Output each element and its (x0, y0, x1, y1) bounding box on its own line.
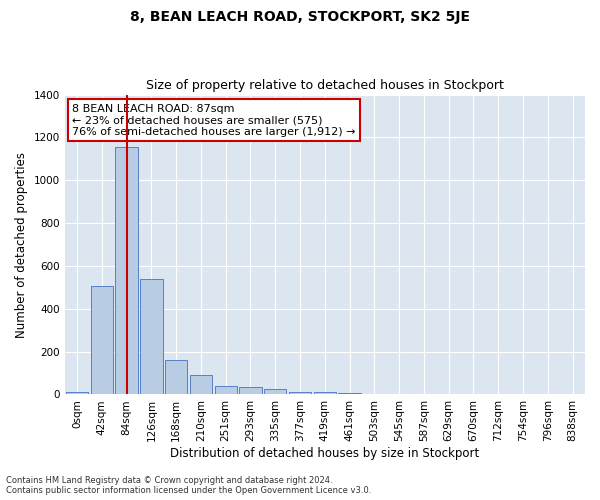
Bar (91, 286, 113, 395)
Bar (314, 392, 336, 394)
Bar (239, 387, 262, 394)
X-axis label: Distribution of detached houses by size in Stockport: Distribution of detached houses by size … (170, 447, 479, 460)
Bar (115, 147, 138, 394)
Text: Contains HM Land Registry data © Crown copyright and database right 2024.
Contai: Contains HM Land Registry data © Crown c… (6, 476, 371, 495)
Bar (289, 392, 311, 394)
Bar (264, 389, 286, 394)
Bar (190, 374, 212, 394)
Bar (165, 360, 187, 394)
Text: 8 BEAN LEACH ROAD: 87sqm
← 23% of detached houses are smaller (575)
76% of semi-: 8 BEAN LEACH ROAD: 87sqm ← 23% of detach… (73, 104, 356, 137)
Text: 8, BEAN LEACH ROAD, STOCKPORT, SK2 5JE: 8, BEAN LEACH ROAD, STOCKPORT, SK2 5JE (130, 10, 470, 24)
Bar (140, 279, 163, 394)
Bar (215, 386, 237, 394)
Y-axis label: Number of detached properties: Number of detached properties (15, 152, 28, 338)
Title: Size of property relative to detached houses in Stockport: Size of property relative to detached ho… (146, 79, 504, 92)
Bar (66, 392, 88, 394)
